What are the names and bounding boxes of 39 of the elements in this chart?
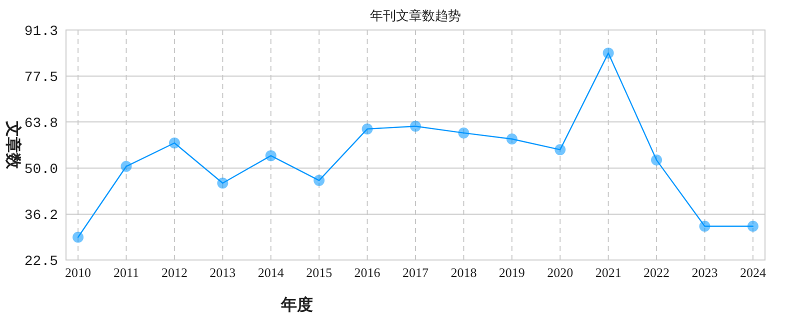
point <box>217 178 228 189</box>
point <box>120 160 132 172</box>
y-tick-label: 36.2 <box>24 208 58 224</box>
y-tick-label: 63.8 <box>24 116 58 132</box>
point <box>651 154 662 166</box>
x-tick-label: 2012 <box>161 265 188 280</box>
point <box>362 123 373 134</box>
chart-title: 年刊文章数趋势 <box>370 9 461 24</box>
x-tick-label: 2015 <box>306 265 332 280</box>
y-tick-label: 22.5 <box>24 254 58 270</box>
point <box>458 127 470 138</box>
x-tick-label: 2023 <box>692 265 718 280</box>
x-tick-label: 2018 <box>450 265 477 280</box>
point <box>699 220 710 232</box>
point <box>747 220 758 232</box>
x-tick-label: 2013 <box>210 265 236 280</box>
x-tick-label: 2021 <box>595 265 622 280</box>
x-tick-label: 2020 <box>547 265 574 280</box>
x-tick-label: 2014 <box>258 265 284 280</box>
point <box>554 144 566 156</box>
point <box>602 48 614 59</box>
point <box>72 232 84 243</box>
x-tick-label: 2011 <box>113 265 140 280</box>
x-tick-label: 2024 <box>740 265 766 280</box>
point <box>410 120 421 132</box>
x-tick-label: 2019 <box>498 265 525 280</box>
y-tick-label: 50.0 <box>24 162 58 178</box>
point <box>506 133 518 144</box>
point <box>265 150 276 162</box>
x-axis-title: 年度 <box>280 295 313 314</box>
x-tick-label: 2016 <box>354 265 381 280</box>
y-axis-title: 文章数 <box>4 120 23 170</box>
y-tick-label: 77.5 <box>24 70 58 86</box>
y-tick-label: 91.3 <box>24 24 58 40</box>
point <box>314 174 325 186</box>
x-tick-label: 2010 <box>65 265 92 280</box>
point <box>168 137 180 148</box>
x-tick-label: 2022 <box>644 265 670 280</box>
x-tick-label: 2017 <box>402 265 429 280</box>
